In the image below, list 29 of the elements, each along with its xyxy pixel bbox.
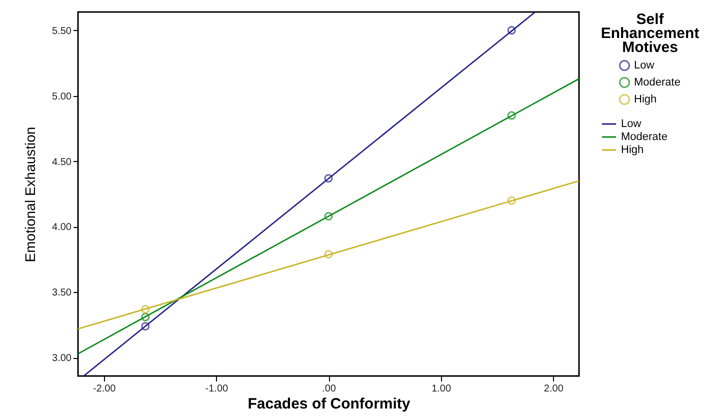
legend-label: High — [621, 144, 644, 156]
point — [507, 111, 516, 120]
point — [324, 174, 333, 183]
legend-label: Low — [634, 60, 654, 72]
legend-label: High — [634, 94, 657, 106]
point — [324, 212, 333, 221]
point — [324, 250, 333, 259]
x-tick-label: .00 — [322, 384, 336, 394]
x-axis-title: Facades of Conformity — [248, 396, 411, 412]
y-tick-label: 5.50 — [52, 26, 72, 37]
y-tick-label: 4.50 — [52, 156, 72, 168]
legend-label: Low — [621, 118, 642, 130]
y-tick-label: 4.00 — [52, 222, 72, 234]
point — [507, 26, 516, 35]
x-tick-label: 2.00 — [544, 384, 564, 394]
legend-label: Moderate — [634, 76, 680, 88]
y-tick-label: 3.00 — [52, 353, 72, 364]
x-tick-label: 1.00 — [432, 384, 452, 394]
point — [141, 312, 150, 322]
legend-title: Self Enhancement Motives — [600, 11, 700, 56]
y-tick-label: 5.00 — [52, 91, 72, 102]
x-tick-label: -1.00 — [205, 384, 228, 394]
x-tick-label: -2.00 — [92, 384, 116, 394]
point — [507, 196, 516, 205]
y-tick-label: 3.50 — [52, 288, 72, 299]
point — [141, 304, 150, 314]
y-axis-title: Emotional Exhaustion — [22, 126, 38, 262]
point — [141, 322, 150, 331]
legend-label: Moderate — [621, 131, 668, 143]
